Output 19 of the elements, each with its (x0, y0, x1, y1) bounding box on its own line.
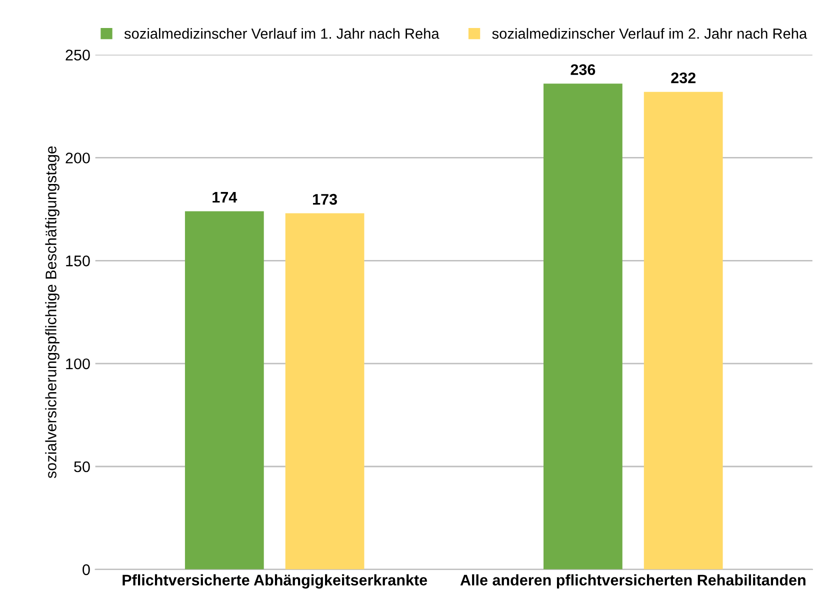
bar (544, 84, 622, 570)
y-tick-label: 150 (66, 256, 90, 266)
data-label: 232 (671, 72, 696, 84)
bar (644, 92, 723, 570)
y-tick-label: 100 (66, 358, 90, 370)
y-axis-title: sozialversicherungspflichtige Beschäftigungstage (45, 146, 60, 478)
y-tick-label: 50 (74, 461, 90, 472)
legend-label: sozialmedizinscher Verlauf im 2. Jahr nach Reha (492, 28, 808, 39)
data-label: 236 (570, 64, 596, 76)
bar (184, 211, 264, 570)
x-tick-label: Pflichtversicherte Abhängigkeitserkrankte (122, 574, 428, 589)
y-tick-label: 250 (66, 50, 90, 60)
y-tick-label: 200 (66, 152, 90, 164)
x-tick-label: Alle anderen pflichtversicherten Rehabilitanden (460, 574, 806, 589)
data-label: 173 (313, 194, 337, 205)
bar (285, 213, 364, 570)
y-tick-label: 0 (82, 564, 90, 576)
data-label: 174 (212, 192, 238, 203)
legend-label: sozialmedizinscher Verlauf im 1. Jahr nach Reha (124, 28, 440, 39)
